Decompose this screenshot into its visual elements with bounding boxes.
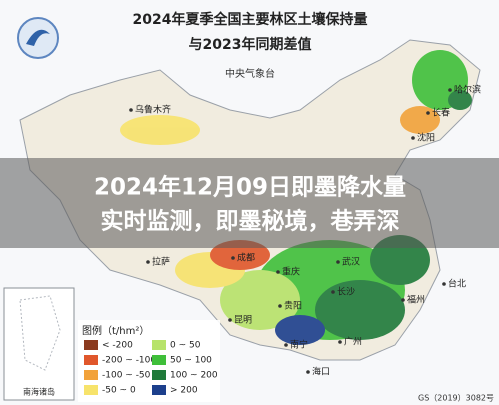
city-dot bbox=[442, 282, 446, 286]
patch bbox=[315, 280, 405, 340]
legend-swatch bbox=[152, 370, 166, 380]
legend-swatch bbox=[152, 340, 166, 350]
logo-mark bbox=[26, 29, 50, 46]
patch bbox=[220, 270, 300, 330]
city-dot bbox=[336, 260, 340, 264]
city-dot bbox=[129, 108, 133, 112]
city-label: 长沙 bbox=[337, 286, 355, 298]
legend-frame bbox=[78, 320, 220, 402]
city-dot bbox=[426, 111, 430, 115]
legend-label: -50 ~ 0 bbox=[102, 386, 136, 396]
city-label: 沈阳 bbox=[417, 132, 435, 144]
city-label: 福州 bbox=[407, 294, 425, 306]
legend-label: < -200 bbox=[102, 341, 133, 351]
inset-label: 南海诸岛 bbox=[23, 387, 55, 397]
patch bbox=[120, 115, 200, 145]
legend-swatch bbox=[152, 385, 166, 395]
city-label: 乌鲁木齐 bbox=[135, 104, 171, 116]
legend-label: > 200 bbox=[170, 386, 198, 396]
map-title: 与2023年同期差值 bbox=[189, 36, 312, 53]
city-label: 贵阳 bbox=[284, 300, 302, 312]
patch bbox=[275, 315, 325, 345]
legend-label: -200 ~ -100 bbox=[102, 356, 156, 366]
map-title: 2024年夏季全国主要林区土壤保持量 bbox=[133, 11, 368, 28]
city-dot bbox=[146, 260, 150, 264]
legend-swatch bbox=[152, 355, 166, 365]
city-dot bbox=[284, 343, 288, 347]
legend-swatch bbox=[84, 355, 98, 365]
city-dot bbox=[448, 88, 452, 92]
overlay-band bbox=[0, 158, 499, 248]
legend-swatch bbox=[84, 370, 98, 380]
city-dot bbox=[278, 304, 282, 308]
legend-title: 图例（t/hm²） bbox=[82, 324, 149, 337]
legend-label: 0 ~ 50 bbox=[170, 341, 201, 351]
patch bbox=[448, 90, 472, 110]
legend-label: -100 ~ -50 bbox=[102, 371, 151, 381]
map-source: 中央气象台 bbox=[225, 67, 275, 80]
city-dot bbox=[401, 298, 405, 302]
approval-number: GS（2019）3082号 bbox=[418, 394, 494, 403]
city-label: 长春 bbox=[432, 107, 450, 119]
legend-swatch bbox=[84, 385, 98, 395]
legend-swatch bbox=[84, 340, 98, 350]
city-label: 台北 bbox=[448, 278, 466, 290]
city-label: 哈尔滨 bbox=[454, 84, 481, 96]
legend-label: 100 ~ 200 bbox=[170, 371, 218, 381]
city-label: 武汉 bbox=[342, 256, 360, 268]
headline: 2024年12月09日即墨降水量 bbox=[94, 174, 406, 201]
inset-frame bbox=[3, 287, 75, 401]
city-label: 昆明 bbox=[234, 315, 252, 326]
city-label: 成都 bbox=[237, 252, 255, 264]
city-dot bbox=[331, 290, 335, 294]
patch bbox=[400, 106, 440, 134]
city-dot bbox=[231, 256, 235, 260]
city-label: 广州 bbox=[344, 336, 362, 348]
headline: 实时监测，即墨秘境，巷弄深 bbox=[101, 208, 400, 235]
city-dot bbox=[306, 370, 310, 374]
city-label: 拉萨 bbox=[152, 256, 170, 268]
inset-boundary bbox=[19, 295, 61, 371]
legend-label: 50 ~ 100 bbox=[170, 356, 212, 366]
city-label: 南宁 bbox=[290, 339, 308, 351]
city-label: 重庆 bbox=[282, 266, 300, 278]
city-dot bbox=[411, 136, 415, 140]
city-dot bbox=[276, 270, 280, 274]
city-dot bbox=[228, 318, 232, 322]
city-label: 海口 bbox=[312, 366, 330, 378]
city-dot bbox=[338, 340, 342, 344]
